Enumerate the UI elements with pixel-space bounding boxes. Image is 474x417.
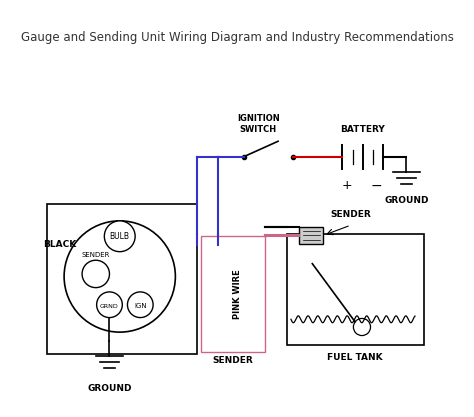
Text: IGN: IGN (134, 304, 146, 309)
Text: +: + (341, 179, 352, 192)
Text: IGNITION
SWITCH: IGNITION SWITCH (237, 114, 280, 133)
Text: −: − (371, 179, 383, 193)
Circle shape (354, 319, 371, 336)
Text: BULB: BULB (110, 232, 130, 241)
Circle shape (128, 292, 153, 318)
Text: GRND: GRND (100, 304, 119, 309)
Text: PINK WIRE: PINK WIRE (233, 269, 242, 319)
Circle shape (64, 221, 175, 332)
Bar (287, 234, 424, 345)
Text: Gauge and Sending Unit Wiring Diagram and Industry Recommendations: Gauge and Sending Unit Wiring Diagram an… (20, 31, 454, 44)
Text: BLACK: BLACK (43, 240, 76, 249)
Bar (47, 204, 197, 354)
Circle shape (82, 260, 109, 288)
Text: BATTERY: BATTERY (340, 125, 385, 133)
Bar (300, 227, 323, 244)
Text: GROUND: GROUND (384, 196, 428, 205)
Text: SENDER: SENDER (82, 252, 110, 258)
Text: SENDER: SENDER (330, 210, 371, 219)
Text: FUEL TANK: FUEL TANK (328, 353, 383, 362)
Text: GROUND: GROUND (87, 384, 132, 393)
Text: SENDER: SENDER (213, 356, 254, 365)
Bar (201, 236, 265, 352)
Circle shape (104, 221, 135, 252)
Circle shape (97, 292, 122, 318)
